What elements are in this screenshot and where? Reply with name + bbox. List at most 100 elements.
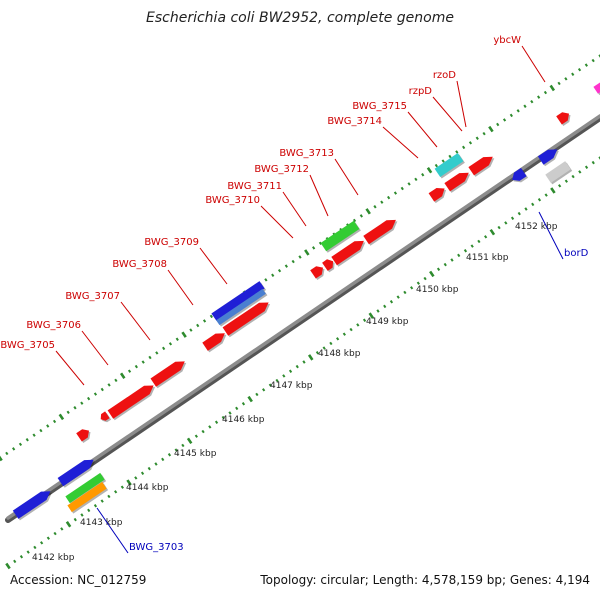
label-bwg-3712: BWG_3712: [254, 164, 309, 175]
gene-feature: [65, 472, 105, 504]
label-bwg-3706: BWG_3706: [26, 320, 81, 331]
minor-tick: [396, 295, 400, 299]
label-bwg-3711: BWG_3711: [227, 181, 282, 192]
minor-tick: [282, 374, 286, 378]
minor-tick: [443, 262, 447, 267]
kbp-label: 4148 kbp: [318, 349, 361, 359]
minor-tick: [262, 388, 266, 392]
outer-tick-row: [0, 54, 600, 462]
label-rzpd: rzpD: [409, 86, 433, 97]
label-bwg-3708: BWG_3708: [112, 259, 167, 270]
minor-tick: [524, 207, 528, 211]
minor-tick: [155, 351, 159, 355]
minor-tick: [33, 545, 37, 550]
minor-tick: [468, 141, 473, 145]
minor-tick: [571, 72, 575, 76]
minor-tick: [383, 304, 387, 309]
minor-tick: [455, 150, 459, 154]
minor-tick: [423, 276, 427, 281]
minor-tick: [208, 425, 212, 429]
minor-tick: [53, 531, 57, 536]
gene-feature: [363, 219, 396, 245]
minor-tick: [202, 319, 207, 323]
minor-tick: [373, 205, 377, 209]
minor-tick: [509, 113, 513, 118]
minor-tick: [60, 527, 64, 531]
minor-tick: [537, 95, 541, 99]
gene-feature: [512, 167, 527, 181]
label-leader: [538, 211, 564, 260]
label-leader: [260, 205, 294, 239]
gene-feature: [434, 153, 464, 177]
minor-tick: [18, 442, 23, 447]
minor-tick: [564, 179, 568, 183]
minor-tick: [389, 300, 394, 304]
minor-tick: [39, 428, 43, 433]
minor-tick: [502, 118, 507, 122]
gene-feature: [537, 149, 558, 165]
minor-tick: [196, 323, 200, 328]
minor-tick: [174, 448, 178, 452]
minor-tick: [100, 499, 104, 503]
minor-tick: [312, 246, 316, 250]
minor-tick: [66, 410, 70, 415]
minor-tick: [302, 360, 306, 364]
minor-tick: [441, 159, 445, 163]
gene-feature: [322, 259, 334, 271]
kbp-label: 4147 kbp: [270, 381, 313, 391]
minor-tick: [359, 214, 363, 218]
gene-feature: [216, 288, 266, 326]
minor-tick: [264, 278, 268, 282]
gene-feature: [331, 240, 364, 266]
minor-tick: [288, 369, 293, 373]
minor-tick: [120, 485, 124, 489]
inner-tick-row: [5, 156, 600, 570]
label-leader: [167, 269, 194, 306]
minor-tick: [107, 383, 111, 387]
minor-tick: [87, 508, 91, 513]
minor-tick: [221, 415, 225, 420]
kbp-label: 4151 kbp: [466, 253, 509, 263]
gene-feature: [211, 281, 265, 321]
minor-tick: [181, 443, 185, 448]
minor-tick: [510, 216, 515, 220]
minor-tick: [46, 536, 50, 540]
map-title: Escherichia coli BW2952, complete genome: [146, 10, 454, 26]
minor-tick: [46, 424, 50, 428]
minor-tick: [26, 550, 30, 554]
minor-tick: [531, 202, 535, 207]
minor-tick: [168, 342, 173, 346]
minor-tick: [134, 476, 138, 480]
minor-tick: [578, 170, 582, 174]
label-bwg-3715: BWG_3715: [352, 101, 407, 112]
minor-tick: [349, 327, 353, 332]
label-bord: borD: [564, 248, 589, 259]
major-tick: [58, 413, 65, 421]
minor-tick: [241, 402, 246, 406]
accession-label: Accession: NC_012759: [10, 573, 147, 587]
gene-feature: [468, 156, 493, 176]
minor-tick: [421, 173, 425, 177]
kbp-label: 4146 kbp: [222, 415, 265, 425]
minor-tick: [387, 195, 391, 200]
minor-tick: [322, 346, 326, 350]
minor-tick: [93, 392, 98, 396]
minor-tick: [342, 332, 346, 336]
major-tick: [126, 479, 132, 486]
kbp-label: 4149 kbp: [366, 317, 409, 327]
gene-feature: [76, 429, 89, 442]
major-tick: [488, 125, 494, 133]
major-tick: [426, 166, 433, 174]
minor-tick: [73, 517, 77, 522]
minor-tick: [407, 182, 411, 186]
major-tick: [65, 521, 72, 528]
minor-tick: [393, 191, 398, 195]
minor-tick: [277, 268, 282, 273]
minor-tick: [80, 401, 84, 405]
minor-tick: [40, 541, 44, 545]
minor-tick: [517, 211, 521, 216]
label-bwg-3703: BWG_3703: [129, 542, 184, 553]
minor-tick: [571, 174, 575, 179]
minor-tick: [87, 396, 91, 401]
